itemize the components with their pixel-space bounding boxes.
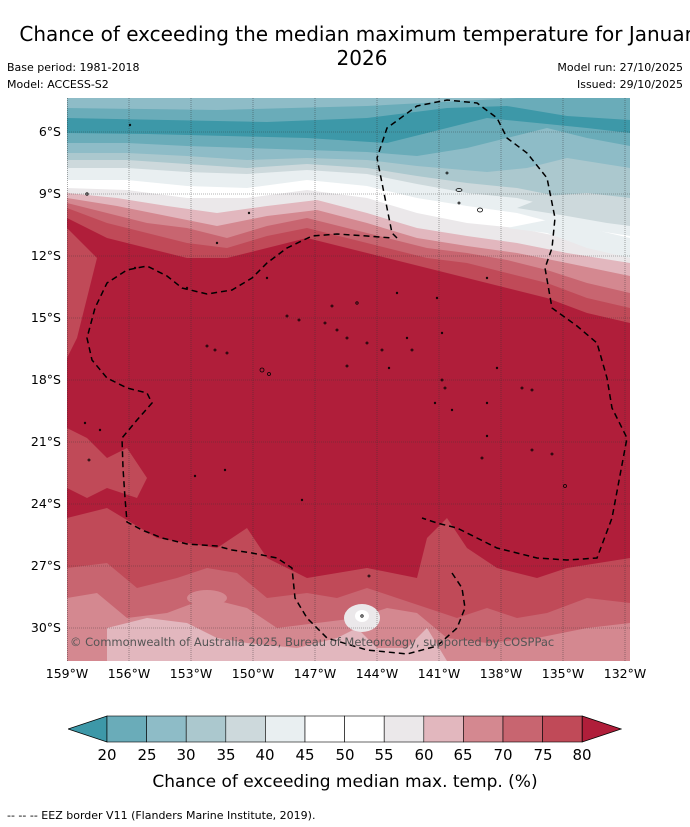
colorbar-legend: [68, 715, 622, 743]
lat-label: 18°S: [30, 372, 61, 387]
lon-label: 147°W: [293, 666, 337, 681]
probability-map: © Commonwealth of Australia 2025, Bureau…: [67, 98, 630, 661]
colorbar-tick: 60: [414, 746, 434, 764]
colorbar-tick: 50: [335, 746, 355, 764]
colorbar-cell: [146, 715, 187, 743]
lat-label: 12°S: [30, 248, 61, 263]
map-title: Chance of exceeding the median maximum t…: [19, 22, 690, 70]
colorbar-cell: [502, 715, 543, 743]
colorbar-cell: [423, 715, 464, 743]
colorbar-cell: [106, 715, 147, 743]
lat-label: 21°S: [30, 434, 61, 449]
colorbar-tick: 75: [533, 746, 553, 764]
colorbar-cell: [383, 715, 425, 743]
lon-label: 141°W: [417, 666, 461, 681]
colorbar-tick: 80: [572, 746, 592, 764]
lon-label: 153°W: [169, 666, 213, 681]
lat-label: 9°S: [38, 186, 61, 201]
colorbar-cell: [542, 715, 583, 743]
colorbar-cell: [304, 715, 345, 743]
colorbar-cell: [265, 715, 306, 743]
copyright-text: © Commonwealth of Australia 2025, Bureau…: [70, 635, 554, 649]
model-text: Model: ACCESS-S2: [7, 78, 109, 91]
lon-label: 135°W: [541, 666, 585, 681]
lon-label: 159°W: [45, 666, 89, 681]
colorbar-cell: [185, 715, 227, 743]
colorbar-extend-high: [581, 715, 622, 743]
base-period-text: Base period: 1981-2018: [7, 61, 140, 74]
colorbar-cell: [344, 715, 385, 743]
eez-footnote: -- -- -- EEZ border V11 (Flanders Marine…: [7, 809, 316, 822]
colorbar-tick: 25: [137, 746, 157, 764]
colorbar-tick: 35: [216, 746, 236, 764]
colorbar-tick: 40: [255, 746, 275, 764]
model-run-text: Model run: 27/10/2025: [557, 61, 683, 74]
colorbar-tick: 70: [493, 746, 513, 764]
colorbar-tick: 30: [176, 746, 196, 764]
colorbar-tick: 20: [97, 746, 117, 764]
colorbar-cells: [68, 715, 622, 743]
lat-label: 30°S: [30, 620, 61, 635]
colorbar-tick: 45: [295, 746, 315, 764]
colorbar-cell: [463, 715, 504, 743]
lon-label: 150°W: [231, 666, 275, 681]
lon-label: 144°W: [355, 666, 399, 681]
lat-label: 6°S: [38, 124, 61, 139]
issued-text: Issued: 29/10/2025: [576, 78, 683, 91]
colorbar-extend-low: [68, 715, 108, 743]
map-panel: © Commonwealth of Australia 2025, Bureau…: [67, 98, 630, 661]
lon-label: 138°W: [479, 666, 523, 681]
lat-label: 27°S: [30, 558, 61, 573]
lon-label: 132°W: [603, 666, 647, 681]
lat-label: 15°S: [30, 310, 61, 325]
lon-label: 156°W: [107, 666, 151, 681]
colorbar-tick: 55: [374, 746, 394, 764]
colorbar-tick: 65: [453, 746, 473, 764]
lat-label: 24°S: [30, 496, 61, 511]
colorbar-label: Chance of exceeding median max. temp. (%…: [152, 772, 538, 792]
colorbar-cell: [225, 715, 266, 743]
